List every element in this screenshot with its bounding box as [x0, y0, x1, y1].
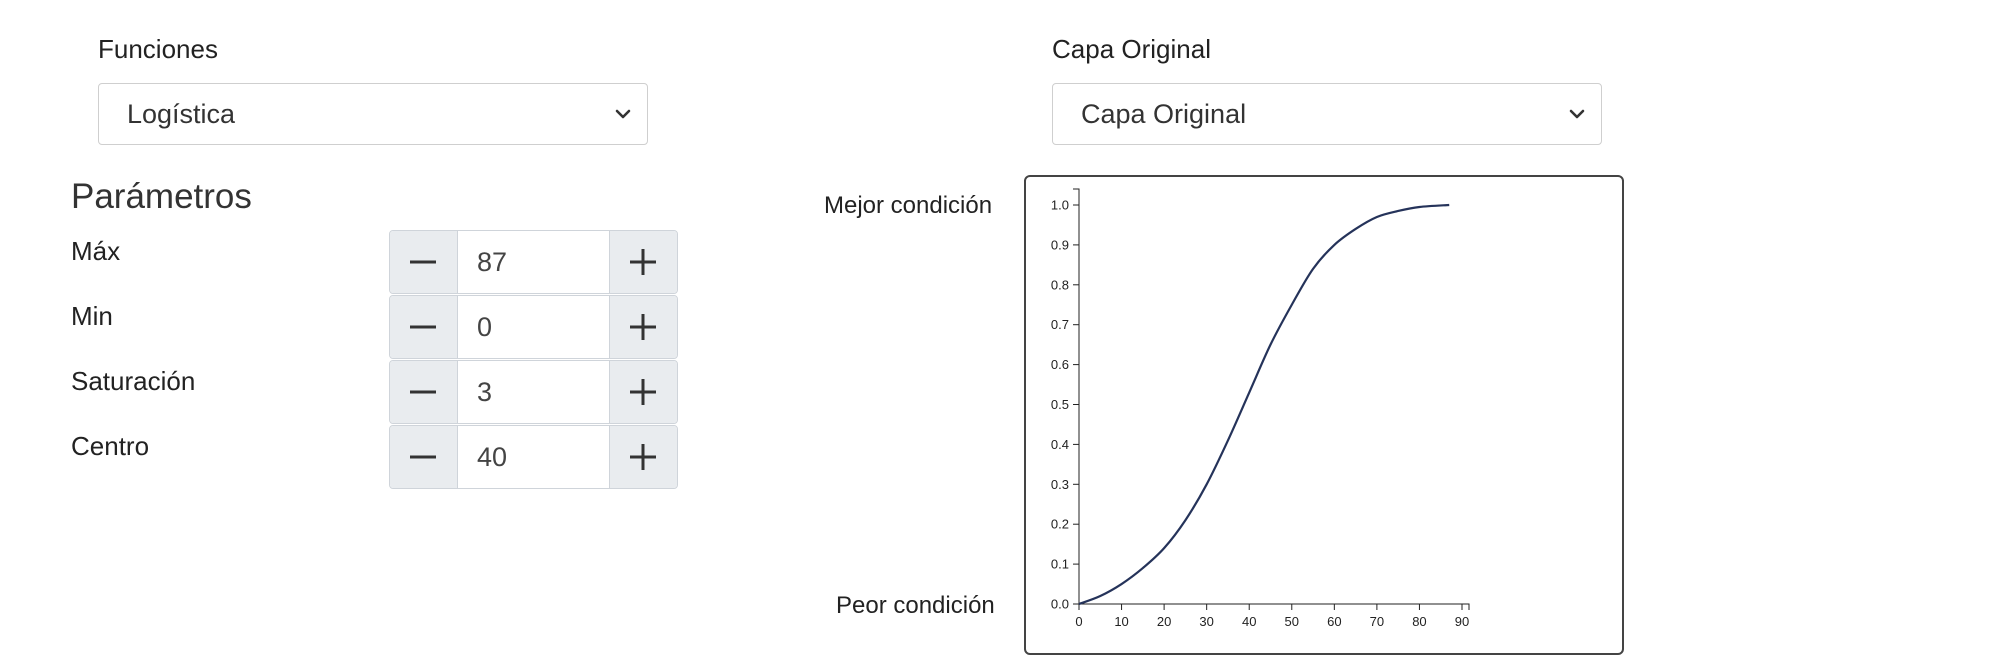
x-tick-label: 40 [1242, 614, 1256, 629]
min-input[interactable]: 0 [458, 296, 609, 358]
decrement-button[interactable] [390, 426, 458, 488]
saturation-input[interactable]: 3 [458, 361, 609, 423]
minus-icon [410, 390, 436, 394]
center-input[interactable]: 40 [458, 426, 609, 488]
functions-label: Funciones [98, 34, 218, 64]
x-tick-label: 70 [1370, 614, 1384, 629]
stepper-saturation: 3 [389, 360, 678, 424]
minus-icon [410, 260, 436, 264]
x-tick-label: 10 [1114, 614, 1128, 629]
y-tick-label: 0.3 [1051, 477, 1069, 492]
best-condition-label: Mejor condición [824, 192, 993, 219]
y-tick-label: 0.2 [1051, 517, 1069, 532]
param-label-min: Min [71, 301, 113, 331]
y-tick-label: 0.4 [1051, 437, 1069, 452]
x-tick-label: 30 [1199, 614, 1213, 629]
layer-select-value: Capa Original [1081, 99, 1247, 129]
y-tick-label: 0.1 [1051, 557, 1069, 572]
y-tick-label: 0.5 [1051, 397, 1069, 412]
decrement-button[interactable] [390, 361, 458, 423]
x-tick-label: 60 [1327, 614, 1341, 629]
increment-button[interactable] [609, 231, 677, 293]
series-line [1078, 203, 1450, 606]
functions-select[interactable]: Logística [98, 83, 648, 145]
chevron-down-icon [615, 109, 631, 119]
x-axis-line [1079, 603, 1470, 610]
layer-label: Capa Original [1052, 34, 1211, 64]
max-input[interactable]: 87 [458, 231, 609, 293]
x-tick-label: 50 [1285, 614, 1299, 629]
stepper-center: 40 [389, 425, 678, 489]
x-tick-label: 0 [1075, 614, 1082, 629]
param-label-saturation: Saturación [71, 366, 196, 396]
minus-icon [410, 455, 436, 459]
param-label-center: Centro [71, 431, 150, 461]
y-tick-label: 0.7 [1051, 317, 1069, 332]
parameters-title: Parámetros [71, 177, 252, 216]
plot-area [1078, 203, 1450, 606]
x-tick-label: 80 [1412, 614, 1426, 629]
x-axis: 0 10 20 30 40 50 60 70 80 90 [1075, 603, 1470, 629]
functions-select-value: Logística [127, 99, 236, 129]
increment-button[interactable] [609, 426, 677, 488]
increment-button[interactable] [609, 296, 677, 358]
layer-select[interactable]: Capa Original [1052, 83, 1602, 145]
y-tick-label: 0.8 [1051, 277, 1069, 292]
decrement-button[interactable] [390, 296, 458, 358]
plus-icon [630, 314, 656, 340]
param-label-max: Máx [71, 236, 121, 266]
chart-svg: 0.0 0.1 0.2 0.3 0.4 0.5 0.6 0.7 0.8 0.9 1.0 0 10 20 3… [1051, 188, 1470, 629]
y-tick-label: 1.0 [1051, 198, 1069, 213]
worst-condition-label: Peor condición [836, 592, 995, 619]
minus-icon [410, 325, 436, 329]
function-chart: 0.0 0.1 0.2 0.3 0.4 0.5 0.6 0.7 0.8 0.9 1.0 0 10 20 3… [1024, 175, 1624, 655]
y-tick-label: 0.6 [1051, 357, 1069, 372]
plus-icon [630, 379, 656, 405]
x-tick-label: 90 [1455, 614, 1469, 629]
decrement-button[interactable] [390, 231, 458, 293]
y-axis-line [1073, 188, 1080, 604]
stepper-min: 0 [389, 295, 678, 359]
plus-icon [630, 249, 656, 275]
y-tick-label: 0.0 [1051, 597, 1069, 612]
x-tick-label: 20 [1157, 614, 1171, 629]
y-tick-label: 0.9 [1051, 237, 1069, 252]
stepper-max: 87 [389, 230, 678, 294]
y-axis: 0.0 0.1 0.2 0.3 0.4 0.5 0.6 0.7 0.8 0.9 1.0 [1051, 188, 1080, 612]
chevron-down-icon [1569, 109, 1585, 119]
increment-button[interactable] [609, 361, 677, 423]
plus-icon [630, 444, 656, 470]
